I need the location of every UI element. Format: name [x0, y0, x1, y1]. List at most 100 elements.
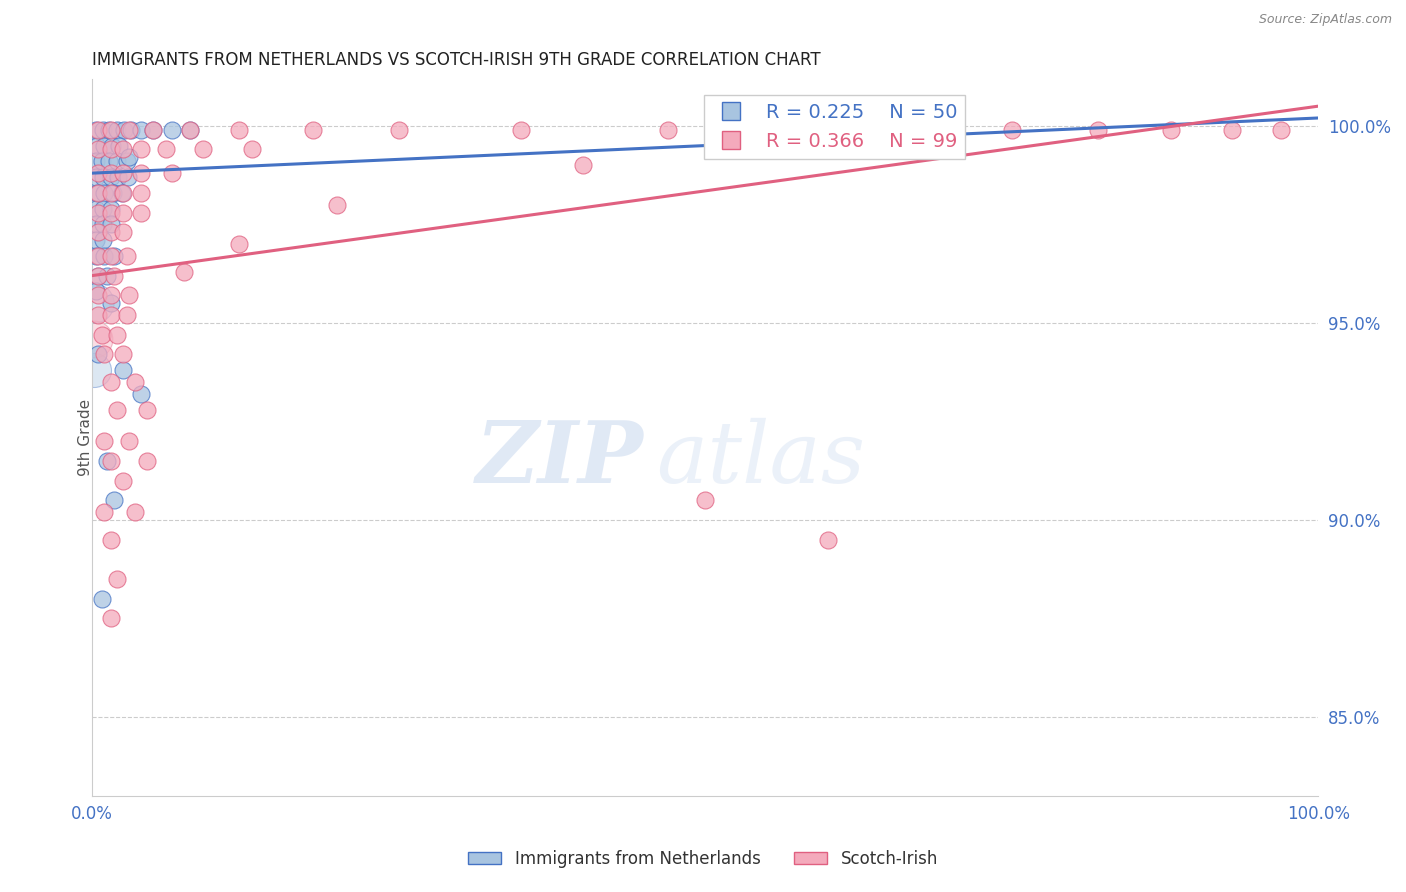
Point: [120, 123, 142, 137]
Point: [179, 123, 201, 137]
Point: [657, 123, 679, 137]
Point: [84, 123, 107, 137]
Point: [129, 186, 152, 200]
Point: [111, 474, 134, 488]
Text: atlas: atlas: [657, 417, 865, 500]
Point: [571, 158, 593, 172]
Point: [110, 186, 132, 200]
Point: [118, 434, 141, 449]
Point: [103, 268, 125, 283]
Point: [100, 454, 122, 468]
Point: [100, 143, 122, 157]
Point: [100, 611, 122, 625]
Point: [142, 123, 165, 137]
Point: [93, 186, 115, 200]
Point: [87, 268, 110, 283]
Text: Source: ZipAtlas.com: Source: ZipAtlas.com: [1258, 13, 1392, 27]
Point: [100, 308, 122, 322]
Point: [111, 225, 134, 239]
Point: [817, 533, 839, 547]
Point: [100, 288, 122, 302]
Point: [191, 143, 214, 157]
Point: [87, 205, 110, 219]
Point: [93, 249, 115, 263]
Point: [510, 123, 533, 137]
Point: [101, 138, 124, 153]
Point: [155, 143, 177, 157]
Point: [100, 218, 122, 232]
Point: [87, 166, 110, 180]
Point: [124, 375, 146, 389]
Legend: R = 0.225    N = 50, R = 0.366    N = 99: R = 0.225 N = 50, R = 0.366 N = 99: [704, 95, 966, 159]
Point: [228, 237, 250, 252]
Point: [302, 123, 325, 137]
Point: [915, 123, 938, 137]
Point: [100, 225, 122, 239]
Point: [111, 143, 134, 157]
Point: [105, 123, 128, 137]
Point: [115, 249, 138, 263]
Point: [87, 123, 110, 137]
Point: [136, 454, 159, 468]
Text: ZIP: ZIP: [477, 417, 644, 500]
Point: [173, 265, 195, 279]
Point: [87, 308, 110, 322]
Point: [160, 166, 183, 180]
Point: [87, 225, 110, 239]
Point: [115, 154, 138, 169]
Point: [83, 332, 105, 346]
Point: [111, 205, 134, 219]
Point: [107, 170, 129, 185]
Point: [755, 123, 778, 137]
Point: [84, 202, 107, 216]
Point: [1087, 123, 1109, 137]
Point: [86, 186, 108, 200]
Point: [118, 288, 141, 302]
Point: [96, 268, 118, 283]
Point: [100, 123, 122, 137]
Point: [100, 296, 122, 310]
Point: [129, 205, 152, 219]
Point: [87, 288, 110, 302]
Point: [87, 186, 110, 200]
Point: [100, 186, 122, 200]
Point: [91, 202, 114, 216]
Point: [129, 143, 152, 157]
Point: [91, 591, 114, 606]
Point: [105, 402, 128, 417]
Point: [103, 249, 125, 263]
Point: [91, 327, 114, 342]
Point: [841, 123, 863, 137]
Point: [93, 347, 115, 361]
Point: [87, 268, 110, 283]
Point: [105, 572, 128, 586]
Point: [87, 249, 110, 263]
Point: [100, 533, 122, 547]
Point: [93, 138, 115, 153]
Point: [179, 123, 201, 137]
Point: [1160, 123, 1182, 137]
Point: [112, 123, 135, 137]
Point: [84, 249, 107, 263]
Point: [84, 233, 107, 247]
Point: [1001, 123, 1024, 137]
Point: [111, 166, 134, 180]
Point: [93, 434, 115, 449]
Y-axis label: 9th Grade: 9th Grade: [77, 399, 93, 475]
Point: [103, 493, 125, 508]
Point: [84, 170, 107, 185]
Point: [91, 154, 114, 169]
Point: [84, 218, 107, 232]
Point: [118, 123, 141, 137]
Point: [86, 138, 108, 153]
Point: [142, 123, 165, 137]
Point: [101, 186, 124, 200]
Point: [87, 347, 110, 361]
Point: [1222, 123, 1244, 137]
Point: [129, 166, 152, 180]
Point: [84, 285, 107, 299]
Point: [111, 186, 134, 200]
Point: [93, 505, 115, 519]
Point: [160, 123, 183, 137]
Point: [695, 493, 717, 508]
